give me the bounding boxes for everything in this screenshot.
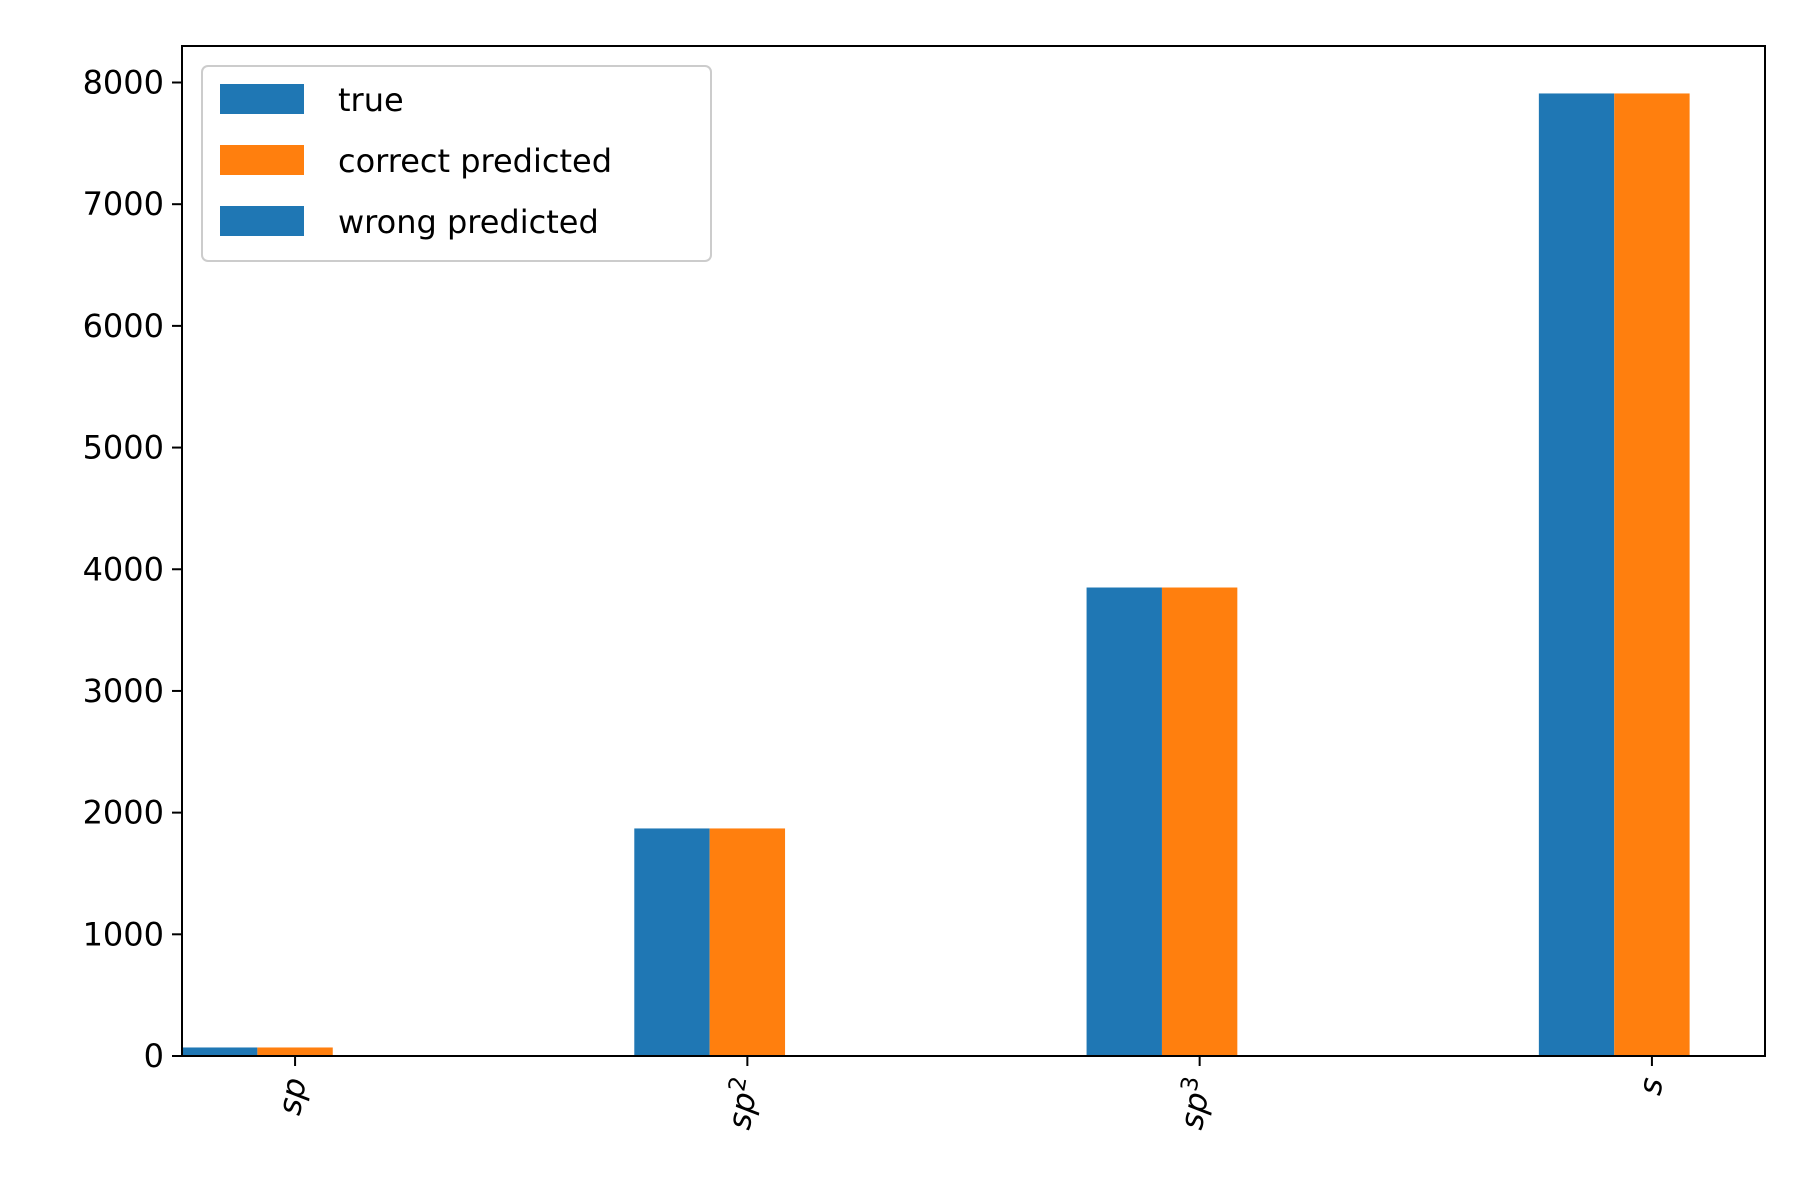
bar-correct-predicted-s [1614,93,1690,1056]
bar-true-sp [182,1047,258,1056]
bars-layer [182,93,1690,1056]
bar-correct-predicted-sp3 [1161,587,1238,1056]
x-tick-base: s [1630,1075,1670,1098]
y-tick-label: 4000 [83,550,164,588]
x-tick-label-sp: sp [270,1075,314,1118]
x-tick-superscript: 2 [724,1074,752,1093]
y-tick-label: 7000 [83,185,164,223]
legend-label: correct predicted [338,142,612,180]
x-tick-label-sp3: sp3 [1170,1074,1218,1132]
x-tick-text: s [1630,1075,1670,1098]
legend-swatch [220,145,304,175]
y-tick-label: 0 [144,1037,164,1075]
legend-box [201,65,712,262]
y-tick-label: 6000 [83,307,164,345]
plot-frame [181,45,1766,1057]
x-tick-base: sp [720,1089,764,1132]
x-tick-label-sp2: sp2 [718,1074,766,1132]
y-tick-label: 1000 [83,915,164,953]
x-tick-text: sp [270,1075,314,1118]
bar-true-s [1538,93,1615,1056]
bar-correct-predicted-sp [257,1047,333,1056]
y-tick-label: 8000 [83,64,164,102]
bar-correct-predicted-sp2 [709,828,786,1056]
bar-true-sp3 [1086,587,1162,1056]
legend-label: wrong predicted [338,203,599,241]
y-tick-label: 3000 [83,672,164,710]
x-tick-text: sp2 [718,1074,766,1132]
x-tick-label-s: s [1630,1075,1670,1098]
y-tick-label: 5000 [83,429,164,467]
x-tick-text: sp3 [1170,1074,1218,1132]
legend: true correct predicted wrong predicted [201,65,712,262]
x-tick-base: sp [270,1075,314,1118]
bar-true-sp2 [634,828,710,1056]
legend-label: true [338,81,404,119]
x-tick-base: sp [1172,1089,1216,1132]
legend-swatch [220,206,304,236]
y-tick-label: 2000 [83,794,164,832]
y-axis-ticks: 0 1000 2000 3000 4000 5000 6000 7000 8000 [83,64,182,1075]
legend-swatch [220,84,304,114]
x-tick-superscript: 3 [1177,1074,1205,1093]
